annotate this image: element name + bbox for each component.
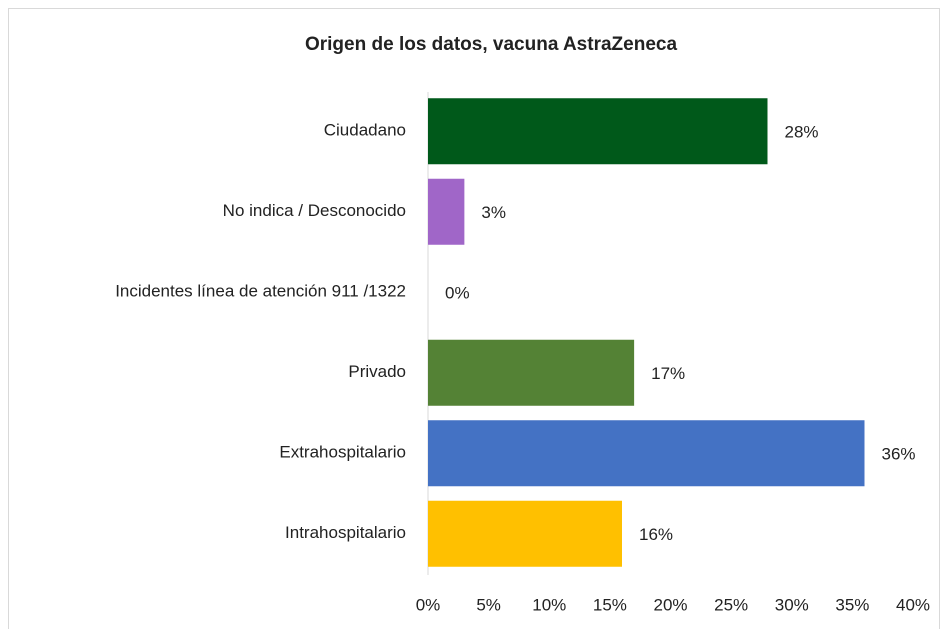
x-tick-label: 30% [775, 595, 809, 614]
y-tick-label: Privado [348, 362, 406, 381]
bar [428, 420, 865, 487]
data-label: 28% [785, 123, 819, 142]
data-label: 36% [882, 445, 916, 464]
bar [428, 339, 635, 406]
chart-title: Origen de los datos, vacuna AstraZeneca [305, 34, 677, 55]
x-tick-label: 40% [896, 595, 930, 614]
x-tick-label: 25% [714, 595, 748, 614]
x-tick-label: 0% [416, 595, 441, 614]
x-tick-label: 15% [593, 595, 627, 614]
x-tick-label: 20% [653, 595, 687, 614]
bar [428, 178, 465, 245]
bar [428, 500, 622, 567]
y-tick-label: No indica / Desconocido [223, 201, 406, 220]
y-tick-label: Incidentes línea de atención 911 /1322 [115, 282, 406, 301]
x-tick-label: 10% [532, 595, 566, 614]
data-label: 17% [651, 364, 685, 383]
data-label: 3% [481, 203, 506, 222]
x-tick-label: 35% [835, 595, 869, 614]
x-tick-label: 5% [476, 595, 501, 614]
y-tick-label: Ciudadano [324, 121, 406, 140]
y-tick-label: Extrahospitalario [279, 443, 406, 462]
bar [428, 98, 768, 165]
data-label: 16% [639, 525, 673, 544]
data-label: 0% [445, 284, 470, 303]
y-tick-label: Intrahospitalario [285, 523, 406, 542]
